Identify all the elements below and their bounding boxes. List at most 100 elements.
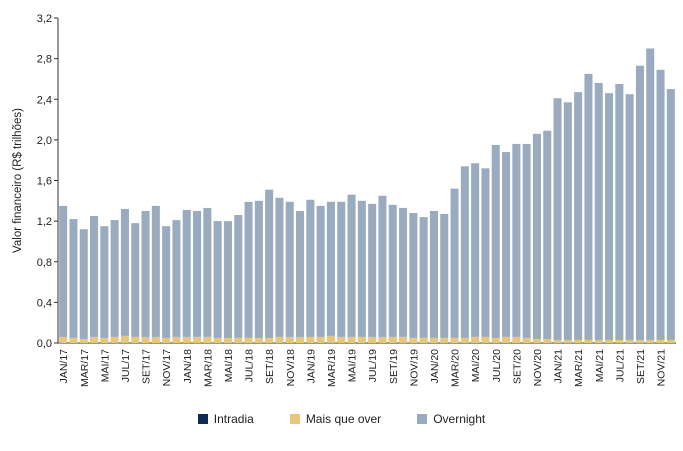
bar-mais-que-over — [419, 337, 428, 343]
legend-item: Intradia — [197, 412, 254, 426]
bar-mais-que-over — [440, 337, 449, 343]
x-tick-label: NOV/21 — [656, 349, 668, 387]
bar-mais-que-over — [605, 339, 614, 343]
bar-mais-que-over — [553, 339, 562, 343]
bar-overnight — [151, 205, 160, 337]
bar-mais-que-over — [172, 336, 181, 343]
bar-mais-que-over — [532, 338, 541, 343]
bar-overnight — [265, 189, 274, 338]
bar-mais-que-over — [615, 339, 624, 343]
legend-swatch — [417, 414, 428, 424]
x-tick-label: JAN/17 — [58, 349, 70, 384]
bar-overnight — [605, 93, 614, 340]
bar-mais-que-over — [203, 336, 212, 343]
bar-mais-que-over — [368, 336, 377, 343]
bar-mais-que-over — [316, 336, 325, 343]
x-tick-label: MAI/21 — [594, 349, 606, 382]
bar-overnight — [615, 84, 624, 340]
bar-overnight — [388, 204, 397, 337]
bar-overnight — [471, 163, 480, 337]
y-tick-label: 2,4 — [37, 94, 52, 106]
bar-overnight — [120, 208, 129, 336]
bar-mais-que-over — [460, 337, 469, 343]
bar-mais-que-over — [162, 337, 171, 343]
bar-mais-que-over — [306, 336, 315, 343]
legend-swatch — [197, 414, 208, 424]
bar-overnight — [306, 199, 315, 337]
bar-mais-que-over — [131, 336, 140, 343]
x-tick-label: SET/20 — [511, 349, 523, 384]
legend-label: Intradia — [213, 412, 254, 426]
bar-mais-que-over — [254, 337, 263, 343]
bar-mais-que-over — [234, 337, 243, 343]
x-tick-label: MAI/18 — [223, 349, 235, 382]
bar-overnight — [213, 221, 222, 338]
x-tick-label: NOV/18 — [285, 349, 297, 387]
x-tick-label: JAN/19 — [305, 349, 317, 384]
y-tick-label: 2,8 — [37, 54, 52, 66]
bar-mais-que-over — [193, 336, 202, 343]
bar-overnight — [172, 220, 181, 337]
bar-mais-que-over — [584, 339, 593, 343]
x-tick-label: MAR/19 — [326, 349, 338, 387]
bar-mais-que-over — [378, 336, 387, 343]
y-tick-label: 3,2 — [37, 13, 52, 25]
bar-overnight — [337, 201, 346, 337]
x-tick-label: MAR/18 — [202, 349, 214, 387]
bar-mais-que-over — [79, 338, 88, 343]
legend-swatch — [289, 414, 300, 424]
bar-overnight — [378, 195, 387, 337]
bar-overnight — [141, 210, 150, 337]
legend-label: Mais que over — [305, 412, 382, 426]
bar-mais-que-over — [646, 339, 655, 343]
bar-overnight — [79, 229, 88, 339]
bar-mais-que-over — [635, 339, 644, 343]
bar-mais-que-over — [481, 336, 490, 343]
y-tick-label: 0,8 — [37, 257, 52, 269]
bar-mais-que-over — [285, 336, 294, 343]
x-tick-label: NOV/17 — [161, 349, 173, 387]
bar-overnight — [59, 205, 68, 337]
bar-overnight — [409, 213, 418, 338]
bar-overnight — [532, 133, 541, 339]
bar-overnight — [182, 209, 191, 337]
bar-mais-que-over — [666, 339, 675, 343]
x-tick-label: NOV/19 — [408, 349, 420, 387]
bar-overnight — [419, 217, 428, 338]
bar-mais-que-over — [512, 336, 521, 343]
bar-overnight — [223, 221, 232, 338]
bar-mais-que-over — [69, 337, 78, 343]
x-tick-label: MAI/17 — [99, 349, 111, 382]
bar-overnight — [450, 188, 459, 338]
x-tick-label: SET/19 — [388, 349, 400, 384]
bar-mais-que-over — [244, 337, 253, 343]
bar-overnight — [326, 201, 335, 336]
x-tick-label: MAI/20 — [470, 349, 482, 382]
bar-mais-que-over — [90, 336, 99, 343]
bar-overnight — [563, 102, 572, 340]
bar-overnight — [203, 207, 212, 337]
x-tick-label: JUL/19 — [367, 349, 379, 382]
bar-mais-que-over — [450, 337, 459, 343]
bar-overnight — [512, 143, 521, 337]
bar-mais-que-over — [388, 336, 397, 343]
bar-overnight — [90, 216, 99, 337]
legend-item: Overnight — [417, 412, 485, 426]
bar-overnight — [429, 210, 438, 338]
bar-mais-que-over — [275, 336, 284, 343]
y-axis-label: Valor financeiro (R$ trilhões) — [12, 108, 24, 253]
bar-overnight — [543, 130, 552, 339]
y-tick-label: 0,0 — [37, 338, 52, 350]
x-tick-label: JAN/21 — [553, 349, 565, 384]
y-tick-label: 2,0 — [37, 135, 52, 147]
bar-mais-que-over — [574, 339, 583, 343]
bar-overnight — [285, 201, 294, 337]
bar-mais-que-over — [656, 339, 665, 343]
x-tick-label: SET/17 — [141, 349, 153, 384]
x-tick-label: SET/21 — [635, 349, 647, 384]
x-tick-label: NOV/20 — [532, 349, 544, 387]
bar-mais-que-over — [110, 336, 119, 343]
bar-mais-que-over — [182, 336, 191, 343]
bar-overnight — [646, 48, 655, 340]
